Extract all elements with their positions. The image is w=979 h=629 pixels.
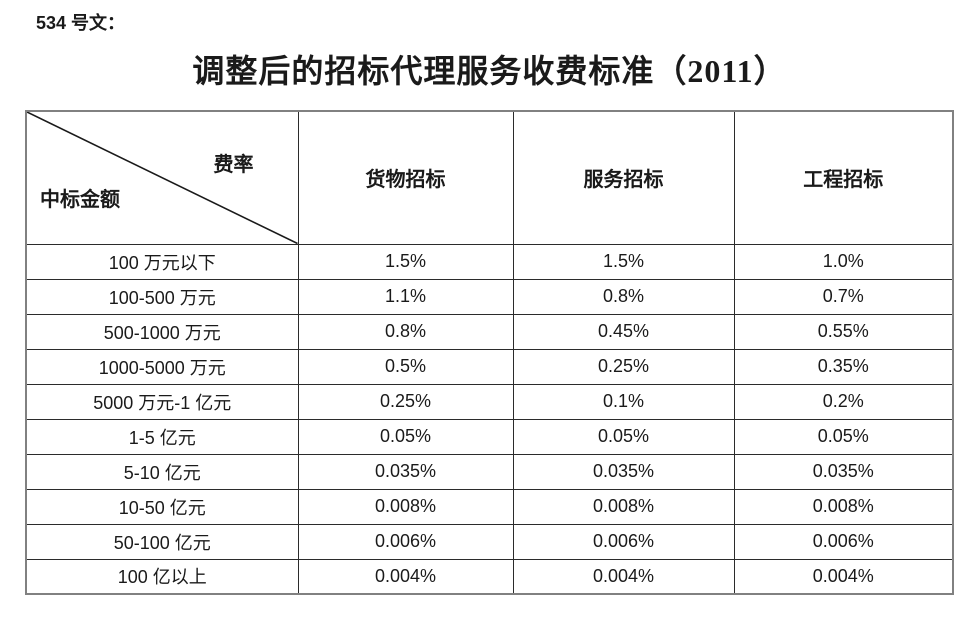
row-label-bid-amount-range: 100-500 万元 bbox=[25, 278, 299, 315]
diagonal-divider-line bbox=[27, 112, 298, 244]
row-label-bid-amount-range: 100 亿以上 bbox=[25, 558, 299, 595]
row-label-bid-amount-range: 5000 万元-1 亿元 bbox=[25, 383, 299, 420]
rate-cell: 0.1% bbox=[512, 383, 735, 420]
row-label-bid-amount-range: 500-1000 万元 bbox=[25, 313, 299, 350]
row-label-bid-amount-range: 100 万元以下 bbox=[25, 243, 299, 280]
rate-cell: 0.004% bbox=[297, 558, 514, 595]
header-row: 费率 中标金额 货物招标 服务招标 工程招标 bbox=[25, 110, 954, 245]
rate-cell: 0.006% bbox=[297, 523, 514, 560]
rate-cell: 0.05% bbox=[512, 418, 735, 455]
rate-cell: 0.035% bbox=[733, 453, 954, 490]
row-label-bid-amount-range: 10-50 亿元 bbox=[25, 488, 299, 525]
rate-cell: 0.55% bbox=[733, 313, 954, 350]
rate-cell: 1.0% bbox=[733, 243, 954, 280]
rate-cell: 0.25% bbox=[512, 348, 735, 385]
row-label-bid-amount-range: 50-100 亿元 bbox=[25, 523, 299, 560]
table-row: 100-500 万元 1.1% 0.8% 0.7% bbox=[25, 278, 954, 315]
corner-label-bid-amount: 中标金额 bbox=[40, 188, 120, 211]
page-title: 调整后的招标代理服务收费标准（2011） bbox=[192, 53, 787, 89]
rate-cell: 0.8% bbox=[297, 313, 514, 350]
rate-cell: 0.7% bbox=[733, 278, 954, 315]
rate-cell: 0.035% bbox=[297, 453, 514, 490]
rate-cell: 0.05% bbox=[297, 418, 514, 455]
rate-cell: 0.45% bbox=[512, 313, 735, 350]
row-label-bid-amount-range: 1-5 亿元 bbox=[25, 418, 299, 455]
rate-cell: 0.8% bbox=[512, 278, 735, 315]
column-header-engineering-bidding: 工程招标 bbox=[733, 110, 954, 245]
rate-cell: 1.5% bbox=[512, 243, 735, 280]
rate-cell: 0.008% bbox=[512, 488, 735, 525]
rate-cell: 0.25% bbox=[297, 383, 514, 420]
table-row: 5-10 亿元 0.035% 0.035% 0.035% bbox=[25, 453, 954, 490]
corner-label-rate: 费率 bbox=[213, 154, 254, 176]
rate-cell: 1.1% bbox=[297, 278, 514, 315]
table-row: 1000-5000 万元 0.5% 0.25% 0.35% bbox=[25, 348, 954, 385]
rate-cell: 0.006% bbox=[733, 523, 954, 560]
rate-cell: 0.5% bbox=[297, 348, 514, 385]
column-header-goods-bidding: 货物招标 bbox=[297, 110, 514, 245]
rate-cell: 0.05% bbox=[733, 418, 954, 455]
doc-number: 534 号文： bbox=[36, 13, 126, 33]
rate-cell: 1.5% bbox=[297, 243, 514, 280]
row-label-bid-amount-range: 5-10 亿元 bbox=[25, 453, 299, 490]
rate-cell: 0.35% bbox=[733, 348, 954, 385]
rate-cell: 0.2% bbox=[733, 383, 954, 420]
row-label-bid-amount-range: 1000-5000 万元 bbox=[25, 348, 299, 385]
table-row: 50-100 亿元 0.006% 0.006% 0.006% bbox=[25, 523, 954, 560]
rate-cell: 0.008% bbox=[297, 488, 514, 525]
rate-cell: 0.035% bbox=[512, 453, 735, 490]
rate-cell: 0.006% bbox=[512, 523, 735, 560]
fee-table: 费率 中标金额 货物招标 服务招标 工程招标 100 万元以下 1.5% 1.5% 1… bbox=[25, 110, 954, 595]
table-body: 100 万元以下 1.5% 1.5% 1.0% 100-500 万元 1.1% 0.8% 0.… bbox=[25, 243, 954, 595]
rate-cell: 0.004% bbox=[512, 558, 735, 595]
column-header-service-bidding: 服务招标 bbox=[512, 110, 735, 245]
table-row: 100 亿以上 0.004% 0.004% 0.004% bbox=[25, 558, 954, 595]
rate-cell: 0.008% bbox=[733, 488, 954, 525]
table-row: 5000 万元-1 亿元 0.25% 0.1% 0.2% bbox=[25, 383, 954, 420]
rate-cell: 0.004% bbox=[733, 558, 954, 595]
table-row: 10-50 亿元 0.008% 0.008% 0.008% bbox=[25, 488, 954, 525]
table-row: 1-5 亿元 0.05% 0.05% 0.05% bbox=[25, 418, 954, 455]
corner-header-cell: 费率 中标金额 bbox=[25, 110, 299, 245]
table-row: 100 万元以下 1.5% 1.5% 1.0% bbox=[25, 243, 954, 280]
table-row: 500-1000 万元 0.8% 0.45% 0.55% bbox=[25, 313, 954, 350]
